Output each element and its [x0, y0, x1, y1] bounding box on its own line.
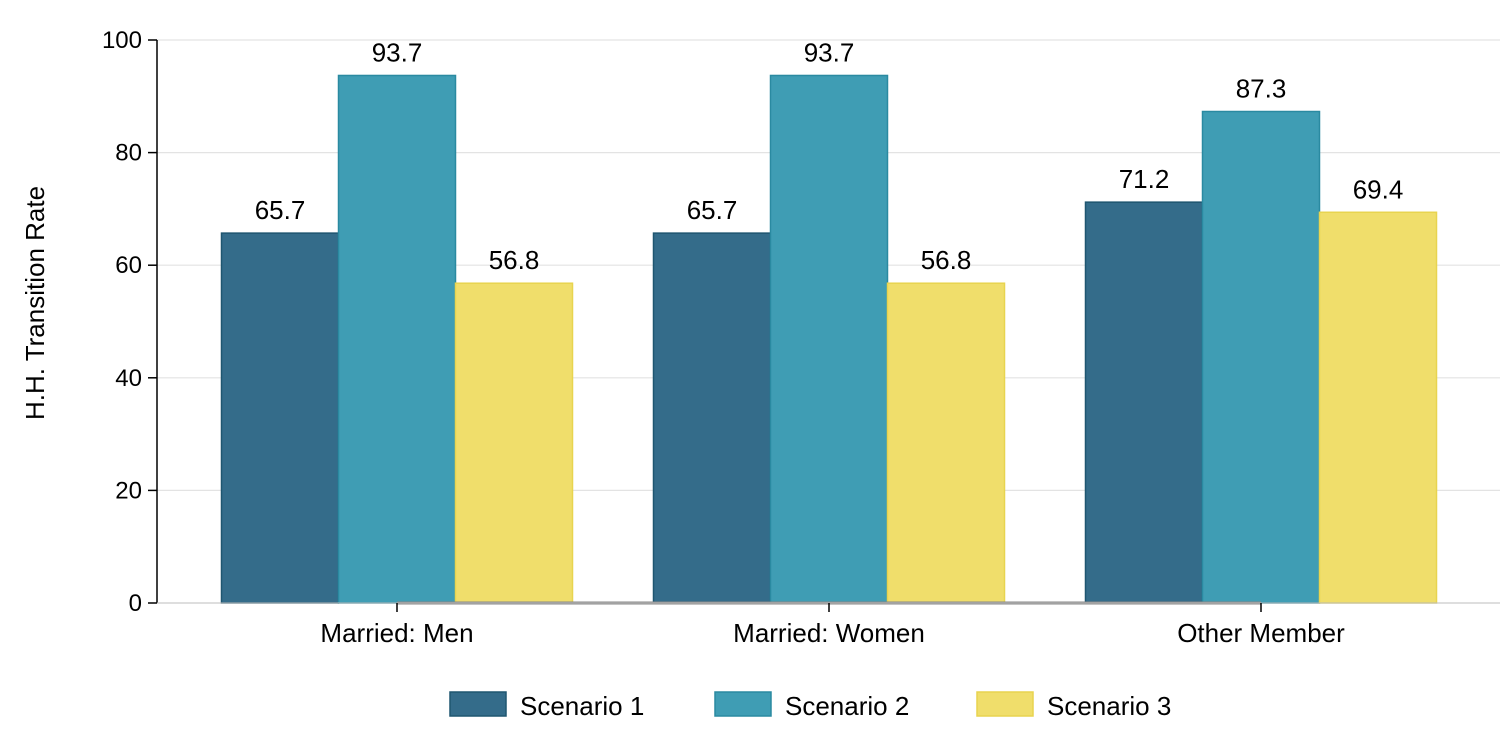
data-label: 93.7 [804, 37, 855, 67]
legend-item-scenario-3: Scenario 3 [976, 691, 1171, 721]
x-tick-label: Married: Men [320, 618, 473, 648]
y-axis-title: H.H. Transition Rate [20, 186, 50, 420]
y-tick-label: 100 [102, 27, 142, 54]
x-axis: Married: Men Married: Women Other Member [157, 601, 1500, 648]
legend-label: Scenario 1 [520, 691, 644, 721]
bar-scenario-2-0 [337, 74, 457, 604]
legend: Scenario 1 Scenario 2 Scenario 3 [449, 691, 1171, 721]
legend-swatch [976, 691, 1034, 717]
bar-scenario-2-2 [1201, 110, 1321, 604]
y-axis: 0 20 40 60 80 100 [102, 27, 158, 617]
bar-scenario-2-1 [769, 74, 889, 604]
value-labels-group: 65.7 65.7 71.2 93.7 93.7 87.3 56.8 56.8 69.4 [255, 37, 1404, 275]
y-tick-label: 80 [115, 140, 142, 167]
bar-scenario-3-2 [1318, 211, 1438, 604]
y-tick-label: 0 [129, 590, 142, 617]
legend-swatch [449, 691, 507, 717]
legend-swatch [714, 691, 772, 717]
bar-scenario-1-1 [652, 232, 772, 604]
bar-scenario-3-0 [454, 282, 574, 604]
y-tick-label: 40 [115, 365, 142, 392]
y-tick-label: 60 [115, 252, 142, 279]
legend-item-scenario-2: Scenario 2 [714, 691, 909, 721]
data-label: 69.4 [1353, 174, 1404, 204]
data-label: 65.7 [687, 195, 738, 225]
data-label: 56.8 [921, 245, 972, 275]
bar-scenario-3-1 [886, 282, 1006, 604]
data-label: 65.7 [255, 195, 306, 225]
bar-scenario-1-2 [1084, 201, 1204, 604]
bar-scenario-1-0 [220, 232, 340, 604]
legend-label: Scenario 2 [785, 691, 909, 721]
data-label: 71.2 [1119, 164, 1170, 194]
x-tick-label: Other Member [1177, 618, 1345, 648]
y-tick-label: 20 [115, 477, 142, 504]
data-label: 93.7 [372, 37, 423, 67]
bars-group [220, 74, 1438, 604]
legend-item-scenario-1: Scenario 1 [449, 691, 644, 721]
legend-label: Scenario 3 [1047, 691, 1171, 721]
x-tick-label: Married: Women [733, 618, 925, 648]
data-label: 56.8 [489, 245, 540, 275]
data-label: 87.3 [1236, 74, 1287, 104]
